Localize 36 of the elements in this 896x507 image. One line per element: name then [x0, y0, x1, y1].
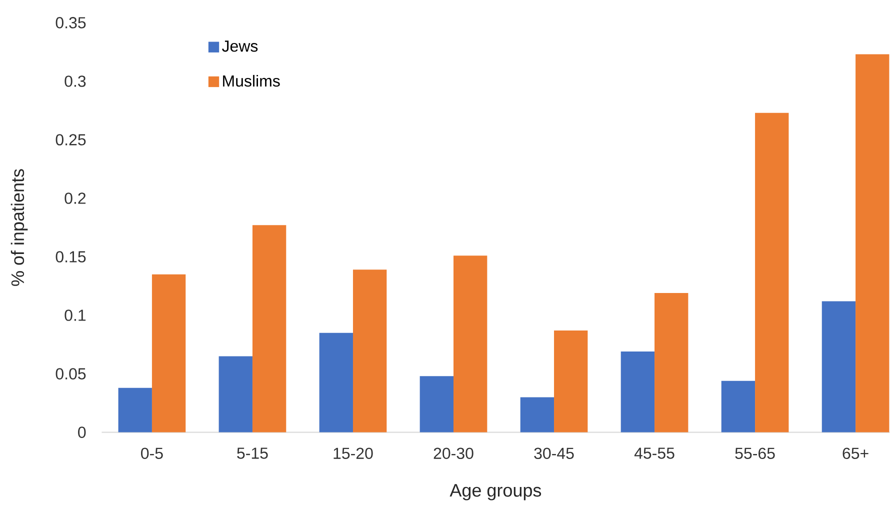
- y-tick-label: 0.2: [64, 192, 86, 204]
- x-tick-label: 0-5: [141, 448, 163, 460]
- bar: [620, 352, 655, 432]
- bar: [218, 356, 252, 432]
- bar: [654, 293, 688, 432]
- legend-label: Muslims: [223, 74, 280, 87]
- x-tick-label: 20-30: [434, 448, 474, 460]
- y-tick-label: 0.1: [64, 310, 86, 321]
- y-tick-label: 0.05: [56, 368, 86, 380]
- y-tick-label: 0.35: [56, 17, 86, 28]
- bar: [755, 112, 789, 432]
- x-tick-label: 55-65: [735, 448, 775, 460]
- y-tick-label: 0: [78, 426, 86, 438]
- x-tick-label: 5-15: [237, 448, 268, 459]
- bar: [352, 270, 387, 432]
- x-tick-label: 45-55: [634, 448, 674, 459]
- bar: [520, 397, 554, 432]
- bar: [822, 301, 856, 432]
- bar: [252, 225, 286, 432]
- bar: [721, 380, 756, 432]
- bar: [554, 330, 588, 432]
- bar: [118, 388, 152, 432]
- x-tick-label: 65+: [842, 448, 868, 460]
- bar: [856, 54, 890, 432]
- bar: [152, 274, 186, 432]
- x-tick-label: 15-20: [334, 448, 373, 460]
- bar: [319, 332, 353, 432]
- bar: [420, 376, 454, 432]
- legend-label: Jews: [222, 40, 258, 52]
- y-tick-label: 0.25: [56, 134, 86, 146]
- y-axis-title: % of inpatients: [10, 169, 28, 286]
- y-tick-label: 0.15: [56, 251, 86, 262]
- x-axis-title: Age groups: [450, 484, 542, 500]
- y-tick-label: 0.3: [64, 76, 86, 87]
- x-tick-label: 30-45: [534, 448, 574, 460]
- bar: [453, 256, 488, 432]
